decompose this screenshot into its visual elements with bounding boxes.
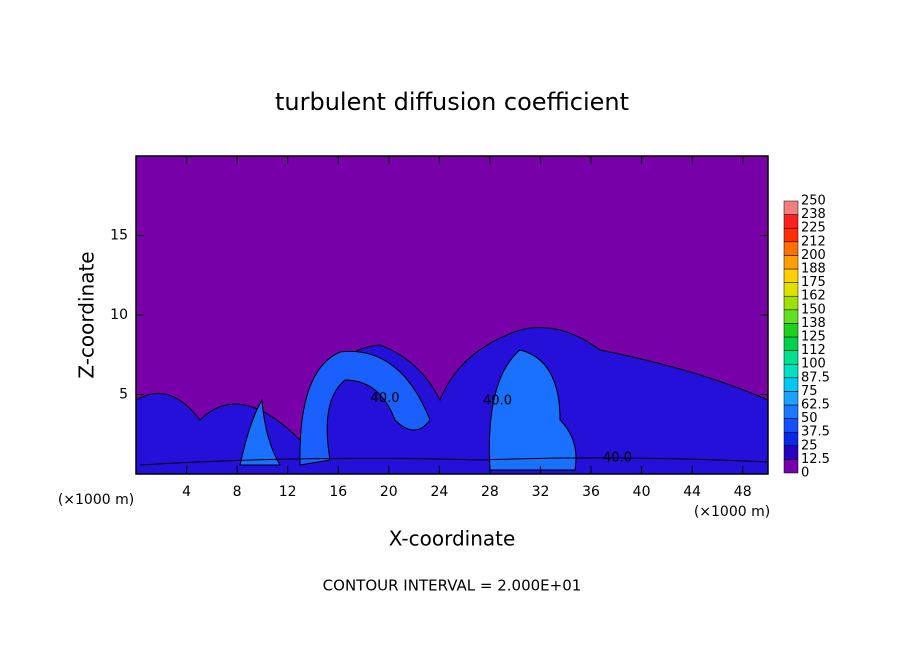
colorbar-bin — [783, 404, 799, 419]
colorbar-bin — [783, 459, 799, 474]
colorbar-label: 12.5 — [801, 452, 830, 467]
x-tick-label: 16 — [329, 484, 347, 500]
colorbar-label: 250 — [801, 194, 826, 209]
x-tick-label: 20 — [380, 484, 398, 500]
colorbar-label: 162 — [801, 289, 826, 304]
colorbar-label: 125 — [801, 330, 826, 345]
colorbar-bin — [783, 241, 799, 256]
x-tick-label: 48 — [734, 484, 752, 500]
field — [135, 327, 769, 475]
x-tick-label: 8 — [233, 484, 242, 500]
colorbar-label: 37.5 — [801, 425, 830, 440]
colorbar-bin — [783, 418, 799, 433]
colorbar-label: 138 — [801, 316, 826, 331]
colorbar-bin — [783, 377, 799, 392]
colorbar-label: 200 — [801, 248, 826, 263]
x-tick-label: 12 — [279, 484, 297, 500]
x-tick-label: 24 — [430, 484, 448, 500]
colorbar-label: 87.5 — [801, 370, 830, 385]
colorbar-label: 25 — [801, 438, 818, 453]
x-tick-label: 4 — [182, 484, 191, 500]
colorbar-label: 75 — [801, 384, 818, 399]
colorbar-bin — [783, 363, 799, 379]
colorbar-bin — [783, 214, 799, 229]
x-tick-label: 28 — [481, 484, 499, 500]
chart-title: turbulent diffusion coefficient — [275, 88, 629, 116]
y-unit: (×1000 m) — [58, 492, 134, 508]
colorbar-label: 238 — [801, 207, 826, 222]
y-tick-label: 10 — [110, 307, 128, 323]
colorbar-label: 175 — [801, 275, 826, 290]
x-tick-label: 36 — [582, 484, 600, 500]
colorbar-bin — [783, 431, 799, 447]
x-unit: (×1000 m) — [694, 504, 770, 520]
colorbar-bin — [783, 336, 799, 351]
y-tick-label: 15 — [110, 228, 128, 244]
colorbar-label: 0 — [801, 466, 809, 481]
y-axis-label: Z-coordinate — [75, 251, 99, 378]
colorbar-label: 112 — [801, 343, 826, 358]
x-tick-label: 44 — [683, 484, 701, 500]
contour-label: 40.0 — [603, 451, 632, 466]
colorbar-bin — [783, 200, 799, 215]
colorbar-bin — [783, 295, 799, 311]
colorbar-bin — [783, 350, 799, 365]
colorbar-bin — [783, 391, 799, 406]
colorbar-label: 100 — [801, 357, 826, 372]
colorbar-label: 212 — [801, 234, 826, 249]
colorbar-bin — [783, 268, 799, 283]
contour-label: 40.0 — [483, 393, 512, 408]
colorbar-label: 62.5 — [801, 398, 830, 413]
colorbar-label: 225 — [801, 221, 826, 236]
x-axis-label: X-coordinate — [389, 527, 516, 551]
x-tick-label: 40 — [633, 484, 651, 500]
colorbar-label: 50 — [801, 411, 818, 426]
colorbar-bin — [783, 445, 799, 460]
colorbar-label: 150 — [801, 302, 826, 317]
colorbar-bin — [783, 255, 799, 270]
colorbar-label: 188 — [801, 262, 826, 277]
colorbar-bin — [783, 323, 799, 338]
contour-label: 40.0 — [371, 391, 400, 406]
colorbar-bin — [783, 227, 799, 243]
x-tick-label: 32 — [532, 484, 550, 500]
footer: CONTOUR INTERVAL = 2.000E+01 — [323, 577, 582, 595]
colorbar-bin — [783, 309, 799, 324]
colorbar-bin — [783, 282, 799, 297]
y-tick-label: 5 — [119, 387, 128, 403]
